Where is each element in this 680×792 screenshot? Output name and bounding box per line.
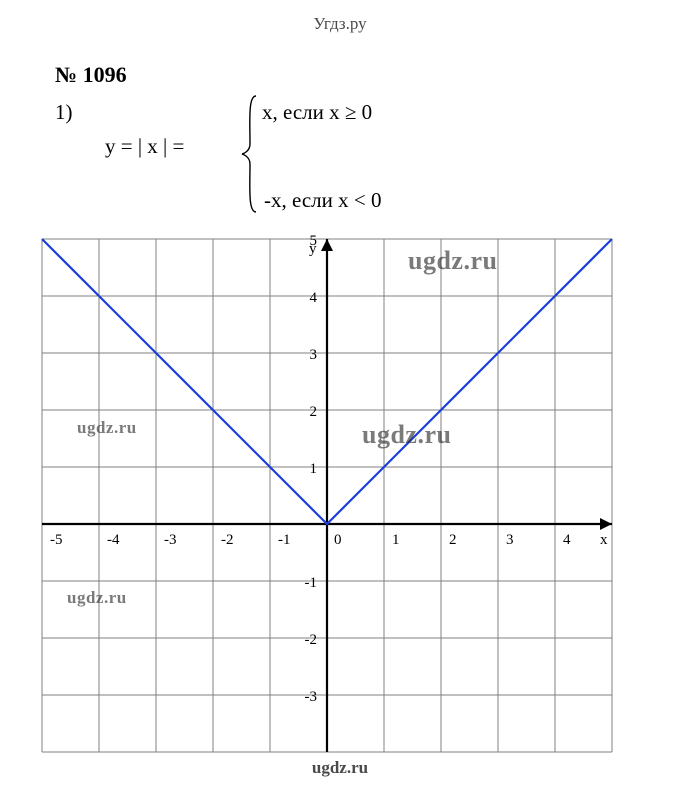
x-tick-label: 0 — [334, 532, 342, 548]
page-root: Угдз.ру № 1096 1) y = | x | = x, если x … — [0, 0, 680, 792]
x-tick-label: -1 — [278, 532, 291, 548]
x-tick-label: -3 — [164, 532, 177, 548]
y-tick-label: -2 — [305, 632, 318, 648]
y-tick-label: 5 — [310, 233, 318, 249]
watermark-3: ugdz.ru — [67, 588, 127, 608]
watermark-0: ugdz.ru — [408, 246, 497, 276]
problem-number: № 1096 — [55, 62, 127, 88]
piece-2: -x, если x < 0 — [264, 188, 381, 213]
x-tick-label: 4 — [563, 532, 571, 548]
brace-icon — [238, 92, 264, 216]
y-tick-label: -3 — [305, 689, 318, 705]
y-tick-label: 1 — [310, 461, 318, 477]
piece-1: x, если x ≥ 0 — [262, 100, 372, 125]
y-tick-label: -1 — [305, 575, 318, 591]
x-tick-label: -4 — [107, 532, 120, 548]
x-tick-label: 2 — [449, 532, 457, 548]
chart-svg: yx-5-4-3-2-101234-3-2-112345 — [15, 225, 640, 765]
x-tick-label: -5 — [50, 532, 63, 548]
equation-lhs: y = | x | = — [105, 134, 184, 159]
x-tick-label: 1 — [392, 532, 400, 548]
y-tick-label: 2 — [310, 404, 318, 420]
y-tick-label: 4 — [310, 290, 318, 306]
item-number: 1) — [55, 100, 73, 125]
watermark-2: ugdz.ru — [77, 418, 137, 438]
y-tick-label: 3 — [310, 347, 318, 363]
footer-site: ugdz.ru — [312, 758, 368, 778]
header-site: Угдз.ру — [313, 14, 366, 34]
chart: yx-5-4-3-2-101234-3-2-112345 — [15, 225, 640, 765]
x-axis-label: x — [600, 532, 608, 548]
watermark-1: ugdz.ru — [362, 420, 451, 450]
x-tick-label: -2 — [221, 532, 234, 548]
x-tick-label: 3 — [506, 532, 514, 548]
